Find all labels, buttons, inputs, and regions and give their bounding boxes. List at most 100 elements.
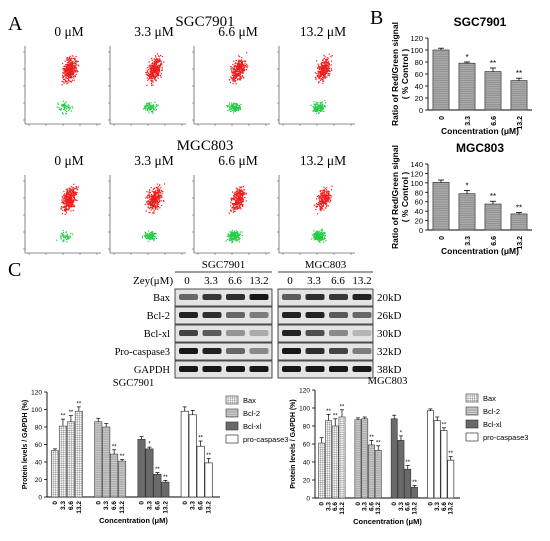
flow-scatter-dots [56,183,80,243]
x-tick-label: 3.3 [465,116,472,126]
flow-dot-green [144,106,146,108]
flow-dot-green [238,107,240,109]
flow-dot-red [64,209,66,211]
flow-dot-red [238,75,240,77]
flow-dot-red [321,69,323,71]
blot-band [226,312,245,318]
blot-band [202,348,222,354]
blot-strip [174,360,273,379]
bar [510,80,528,111]
flow-dot-red [235,193,237,195]
flow-dot-red [70,206,72,208]
flow-dot-green [238,234,240,236]
flow-dot-red [73,192,75,194]
flow-dot-green [237,107,239,109]
flow-dot-red [151,196,153,198]
flow-dot-red [147,203,149,205]
legend-label: Bcl-2 [483,407,500,416]
flow-dot-green [231,105,233,107]
flow-dot-red [157,201,159,203]
flow-dot-red [325,196,327,198]
flow-dot-red [231,72,233,74]
flow-dot-red [160,197,162,199]
flow-dot-red [151,73,153,75]
flow-dot-red [75,56,77,58]
flow-dot-red [240,72,242,74]
flow-dot-red [320,66,322,68]
flow-dot-green [313,106,315,108]
x-tick-label: 13.2 [162,501,169,514]
flow-dot-red [148,65,150,67]
flow-dot-red [241,204,243,206]
flow-dot-red [154,207,156,209]
flow-dot-red [321,196,323,198]
flow-dot-green [232,232,235,234]
flow-dot-red [146,203,148,205]
flow-dot-red [238,202,240,204]
flow-dot-red [70,75,72,77]
flow-dot-green [315,109,317,111]
flow-dot-green [62,234,64,236]
flow-dot-green [232,102,234,104]
flow-dot-red [244,196,246,199]
y-tick-label: 140 [410,160,423,169]
flow-dot-red [63,206,65,208]
flow-dot-red [63,82,65,84]
flow-dot-green [143,105,145,107]
flow-dot-red [313,204,315,206]
flow-dot-green [62,103,64,105]
flow-dot-red [153,75,155,77]
flow-dot-green [227,234,229,236]
flow-dot-red [69,72,72,74]
flow-dot-green [150,233,152,236]
x-tick-label: 6.6 [154,501,161,510]
flow-dot-red [149,201,151,203]
flow-dot-red [241,190,243,192]
flow-dot-green [65,231,68,233]
flow-dot-red [154,66,156,68]
flow-dot-green [231,237,233,239]
flow-dot-red [61,199,63,201]
flow-dot-red [155,66,158,68]
flow-dot-green [65,112,67,114]
flow-dot-green [233,232,236,234]
flow-dot-green [235,232,237,234]
flow-dot-red [236,202,238,204]
flow-dot-red [242,70,244,72]
x-tick-label: 3.3 [103,501,110,510]
flow-dot-red [321,67,323,69]
flow-dot-red [156,69,158,71]
flow-dot-red [330,64,332,66]
flow-dot-red [67,188,69,190]
flow-dot-green [148,102,150,104]
flow-dot-red [232,191,234,193]
flow-dot-green [66,107,68,109]
flow-dot-red [238,207,240,209]
significance-mark: ** [448,451,453,457]
flow-dot-red [234,66,236,68]
flow-dot-red [319,209,321,211]
flow-dot-red [65,202,68,204]
flow-dot-red [315,77,317,79]
blot-strip [174,288,273,307]
flow-dot-red [75,66,77,68]
flow-dot-green [317,234,319,236]
flow-dot-red [147,200,149,202]
flow-dot-green [146,103,148,105]
flow-dot-red [242,68,244,70]
flow-dot-red [162,191,164,193]
flow-dot-red [240,60,242,62]
flow-dot-red [61,202,63,204]
flow-dot-red [153,70,155,72]
flow-dot-red [72,205,74,208]
flow-dot-red [245,192,247,194]
flow-dot-red [156,53,159,55]
flow-dot-red [323,197,325,199]
flow-dot-red [242,76,244,78]
flow-dot-green [230,231,232,233]
flow-dot-green [234,235,236,237]
flow-dot-green [231,107,233,109]
flow-dot-red [75,68,78,70]
flow-dot-red [154,70,156,72]
flow-dot-red [66,200,69,202]
